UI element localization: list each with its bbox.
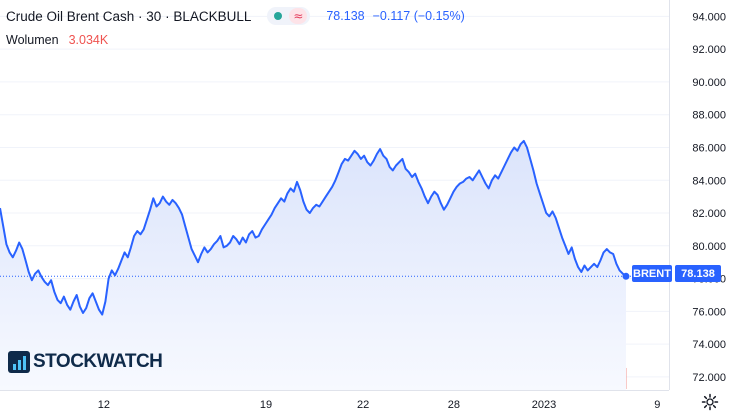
- symbol-tag-label: BRENT: [633, 268, 671, 280]
- y-tick-label: 88.000: [692, 110, 726, 122]
- time-axis[interactable]: 12 19 22 28 2023 9: [98, 399, 661, 411]
- y-tick-label: 76.000: [692, 306, 726, 318]
- price-axis[interactable]: 72.00074.00076.00078.00080.00082.00084.0…: [692, 11, 726, 384]
- volume-value: 3.034K: [68, 33, 109, 47]
- y-tick-label: 80.000: [692, 241, 726, 253]
- gear-icon: [701, 393, 719, 411]
- volume-legend: Wolumen 3.034K: [6, 33, 108, 47]
- chart-legend-header: Crude Oil Brent Cash · 30 · BLACKBULL ≈ …: [6, 6, 465, 26]
- last-price-tag: BRENT 78.138: [632, 265, 721, 282]
- price-area-fill: [0, 140, 626, 390]
- price-tag-value: 78.138: [681, 268, 715, 280]
- y-tick-label: 74.000: [692, 339, 726, 351]
- price-line: [0, 139, 627, 316]
- x-tick-label: 19: [260, 399, 272, 411]
- status-dot-icon[interactable]: [274, 12, 283, 20]
- y-tick-label: 94.000: [692, 11, 726, 23]
- y-tick-label: 92.000: [692, 44, 726, 56]
- stockwatch-logo-icon: [8, 351, 30, 373]
- x-tick-label: 28: [448, 399, 460, 411]
- y-tick-label: 72.000: [692, 372, 726, 384]
- y-tick-label: 86.000: [692, 142, 726, 154]
- x-tick-label: 2023: [532, 399, 556, 411]
- stockwatch-watermark: STOCKWATCH: [8, 351, 163, 373]
- last-price: 78.138: [326, 9, 365, 23]
- watermark-text: STOCKWATCH: [33, 351, 163, 372]
- settings-gear-icon[interactable]: [700, 392, 720, 412]
- price-tag-bg: [675, 265, 721, 282]
- y-tick-label: 90.000: [692, 77, 726, 89]
- wave-icon[interactable]: ≈: [289, 8, 308, 24]
- x-tick-label: 9: [654, 399, 660, 411]
- price-change: −0.117 (−0.15%): [372, 9, 465, 23]
- y-tick-label: 84.000: [692, 175, 726, 187]
- last-price-dot: [622, 272, 630, 280]
- x-tick-label: 22: [357, 399, 369, 411]
- y-tick-label: 82.000: [692, 208, 726, 220]
- x-tick-label: 12: [98, 399, 110, 411]
- symbol-tag-bg: [632, 265, 672, 282]
- symbol-title[interactable]: Crude Oil Brent Cash · 30 · BLACKBULL: [6, 8, 252, 24]
- indicator-group[interactable]: ≈: [267, 7, 311, 25]
- volume-label[interactable]: Wolumen: [6, 33, 59, 47]
